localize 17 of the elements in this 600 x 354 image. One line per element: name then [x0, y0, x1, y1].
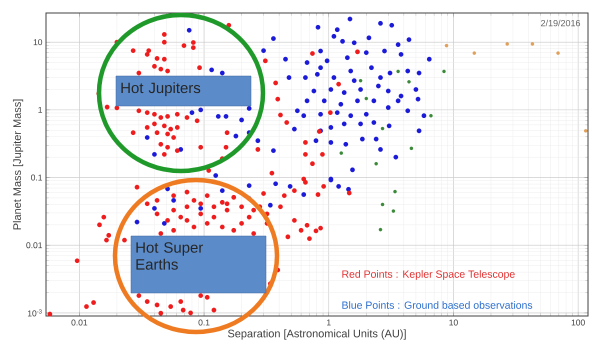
annotation: 2/19/2016	[541, 20, 580, 26]
annotation: Red Points : Kepler Space Telescope	[342, 270, 515, 280]
annotation: Hot Jupiters	[121, 82, 200, 96]
x-axis-title: Separation [Astronomical Units (AU)]	[228, 329, 406, 340]
annotation: Blue Points : Ground based observations	[342, 301, 532, 309]
x-tick-label: 10	[449, 320, 458, 326]
y-tick-label: 10$^{-3}$	[28, 309, 42, 316]
y-axis-title: Planet Mass [Jupiter Mass]	[12, 100, 24, 230]
x-tick-label: 0.01	[71, 320, 88, 326]
y-tick-label: 0.01	[26, 242, 42, 248]
x-tick-label: 0.1	[198, 320, 210, 326]
annotation: Hot Super Earths	[136, 242, 204, 270]
x-tick-label: 100	[572, 320, 585, 326]
y-tick-label: 0.1	[31, 174, 42, 181]
x-tick-label: 1	[327, 320, 331, 326]
y-tick-label: 1	[38, 106, 42, 113]
y-tick-label: 10	[34, 39, 42, 46]
